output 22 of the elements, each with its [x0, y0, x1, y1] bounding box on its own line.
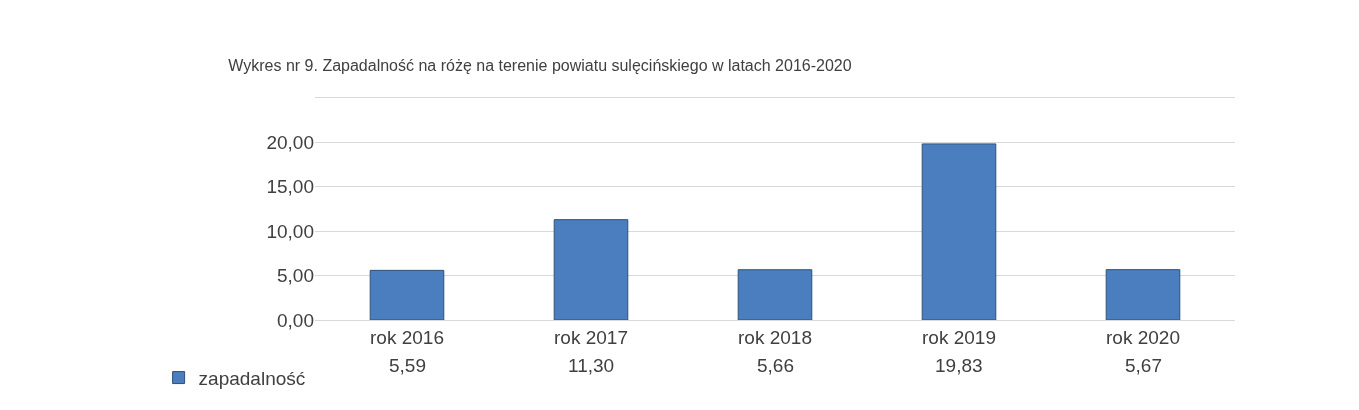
- bar: [737, 269, 813, 320]
- y-tick-label: 10,00: [266, 220, 314, 242]
- x-tick-label: rok 2016: [370, 326, 444, 348]
- data-label: 5,66: [757, 355, 794, 376]
- x-tick-label: rok 2019: [922, 326, 996, 348]
- legend-label: zapadalność: [198, 367, 306, 389]
- bar: [1105, 269, 1181, 320]
- x-tick-label: rok 2017: [554, 326, 628, 348]
- bar: [369, 269, 445, 320]
- data-label: 5,59: [389, 355, 426, 376]
- chart-title: Wykres nr 9. Zapadalność na różę na terenie powiatu sulęcińskiego w latach 2016-2020: [228, 57, 852, 75]
- y-tick-label: 15,00: [266, 176, 314, 198]
- x-tick-label: rok 2018: [738, 326, 812, 348]
- bar: [553, 219, 629, 320]
- data-label: 5,67: [1125, 355, 1162, 376]
- y-tick-label: 20,00: [266, 132, 314, 154]
- x-tick-label: rok 2020: [1106, 326, 1180, 348]
- data-label: 11,30: [568, 355, 615, 376]
- bar: [921, 143, 997, 320]
- y-tick-label: 0,00: [277, 309, 314, 331]
- data-label: 19,83: [935, 355, 983, 376]
- y-tick-label: 5,00: [277, 265, 314, 287]
